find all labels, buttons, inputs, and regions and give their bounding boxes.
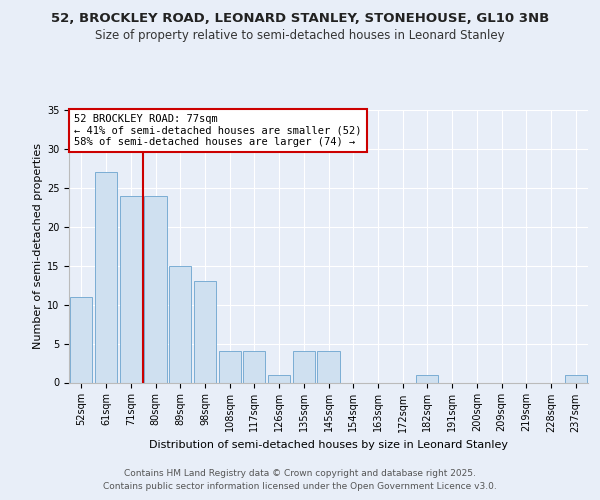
Text: Size of property relative to semi-detached houses in Leonard Stanley: Size of property relative to semi-detach… [95, 29, 505, 42]
Bar [268, 374, 290, 382]
Text: 52 BROCKLEY ROAD: 77sqm
← 41% of semi-detached houses are smaller (52)
58% of se: 52 BROCKLEY ROAD: 77sqm ← 41% of semi-de… [74, 114, 362, 148]
Text: 52, BROCKLEY ROAD, LEONARD STANLEY, STONEHOUSE, GL10 3NB: 52, BROCKLEY ROAD, LEONARD STANLEY, STON… [51, 12, 549, 26]
Text: Contains HM Land Registry data © Crown copyright and database right 2025.
Contai: Contains HM Land Registry data © Crown c… [103, 469, 497, 491]
Bar [169, 266, 191, 382]
Bar [565, 374, 587, 382]
Bar [243, 352, 265, 382]
Bar [293, 352, 315, 382]
Bar [194, 282, 216, 382]
Bar [218, 352, 241, 382]
Bar [416, 374, 439, 382]
Y-axis label: Number of semi-detached properties: Number of semi-detached properties [32, 143, 43, 349]
Bar [145, 196, 167, 382]
X-axis label: Distribution of semi-detached houses by size in Leonard Stanley: Distribution of semi-detached houses by … [149, 440, 508, 450]
Bar [95, 172, 117, 382]
Bar [317, 352, 340, 382]
Bar [70, 297, 92, 382]
Bar [119, 196, 142, 382]
